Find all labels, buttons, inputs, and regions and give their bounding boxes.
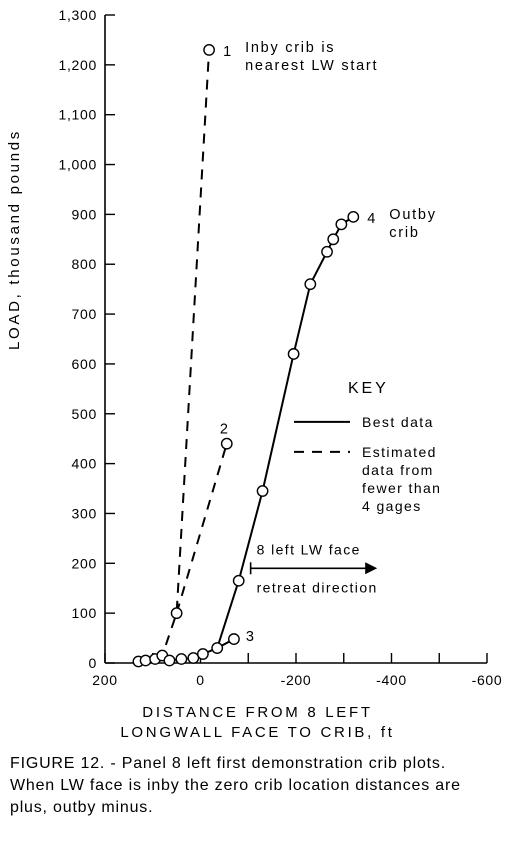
svg-text:0: 0 bbox=[89, 655, 98, 671]
svg-text:4 gages: 4 gages bbox=[362, 498, 422, 514]
svg-text:-200: -200 bbox=[281, 672, 312, 688]
svg-text:700: 700 bbox=[72, 306, 97, 322]
svg-text:200: 200 bbox=[92, 672, 117, 688]
svg-text:300: 300 bbox=[72, 505, 97, 521]
figure-wrap: 0 100 200 300 400 500 600 700 800 900 1,000 1,100 1,… bbox=[0, 0, 515, 842]
y-axis-title: LOAD, thousand pounds bbox=[6, 129, 23, 350]
svg-text:200: 200 bbox=[72, 555, 97, 571]
svg-text:Outby: Outby bbox=[389, 207, 436, 223]
svg-text:600: 600 bbox=[72, 356, 97, 372]
svg-text:100: 100 bbox=[72, 605, 97, 621]
x-axis-title: DISTANCE FROM 8 LEFT LONGWALL FACE TO CR… bbox=[0, 703, 515, 744]
chart-svg: 0 100 200 300 400 500 600 700 800 900 1,000 1,100 1,… bbox=[0, 0, 515, 700]
svg-text:2: 2 bbox=[220, 422, 230, 438]
svg-text:nearest LW start: nearest LW start bbox=[245, 58, 378, 74]
svg-text:Best data: Best data bbox=[362, 414, 434, 430]
svg-text:1,000: 1,000 bbox=[58, 157, 97, 173]
svg-text:0: 0 bbox=[196, 672, 205, 688]
svg-text:900: 900 bbox=[72, 206, 97, 222]
svg-text:1,200: 1,200 bbox=[58, 57, 97, 73]
svg-text:KEY: KEY bbox=[348, 380, 389, 397]
svg-text:crib: crib bbox=[389, 225, 419, 241]
svg-text:-600: -600 bbox=[472, 672, 503, 688]
svg-text:4: 4 bbox=[367, 211, 377, 227]
svg-text:1,100: 1,100 bbox=[58, 107, 97, 123]
svg-text:800: 800 bbox=[72, 256, 97, 272]
svg-text:1: 1 bbox=[223, 44, 233, 60]
svg-text:-400: -400 bbox=[376, 672, 407, 688]
svg-text:retreat direction: retreat direction bbox=[257, 579, 378, 595]
svg-text:500: 500 bbox=[72, 406, 97, 422]
svg-text:fewer than: fewer than bbox=[362, 480, 441, 496]
svg-text:3: 3 bbox=[246, 629, 256, 645]
svg-text:Inby crib is: Inby crib is bbox=[245, 40, 335, 56]
svg-text:1,300: 1,300 bbox=[58, 7, 97, 23]
svg-text:8 left LW face: 8 left LW face bbox=[257, 541, 361, 557]
figure-caption: FIGURE 12. - Panel 8 left first demonstr… bbox=[10, 753, 495, 819]
svg-text:Estimated: Estimated bbox=[362, 444, 437, 460]
svg-text:400: 400 bbox=[72, 456, 97, 472]
svg-text:data from: data from bbox=[362, 462, 434, 478]
